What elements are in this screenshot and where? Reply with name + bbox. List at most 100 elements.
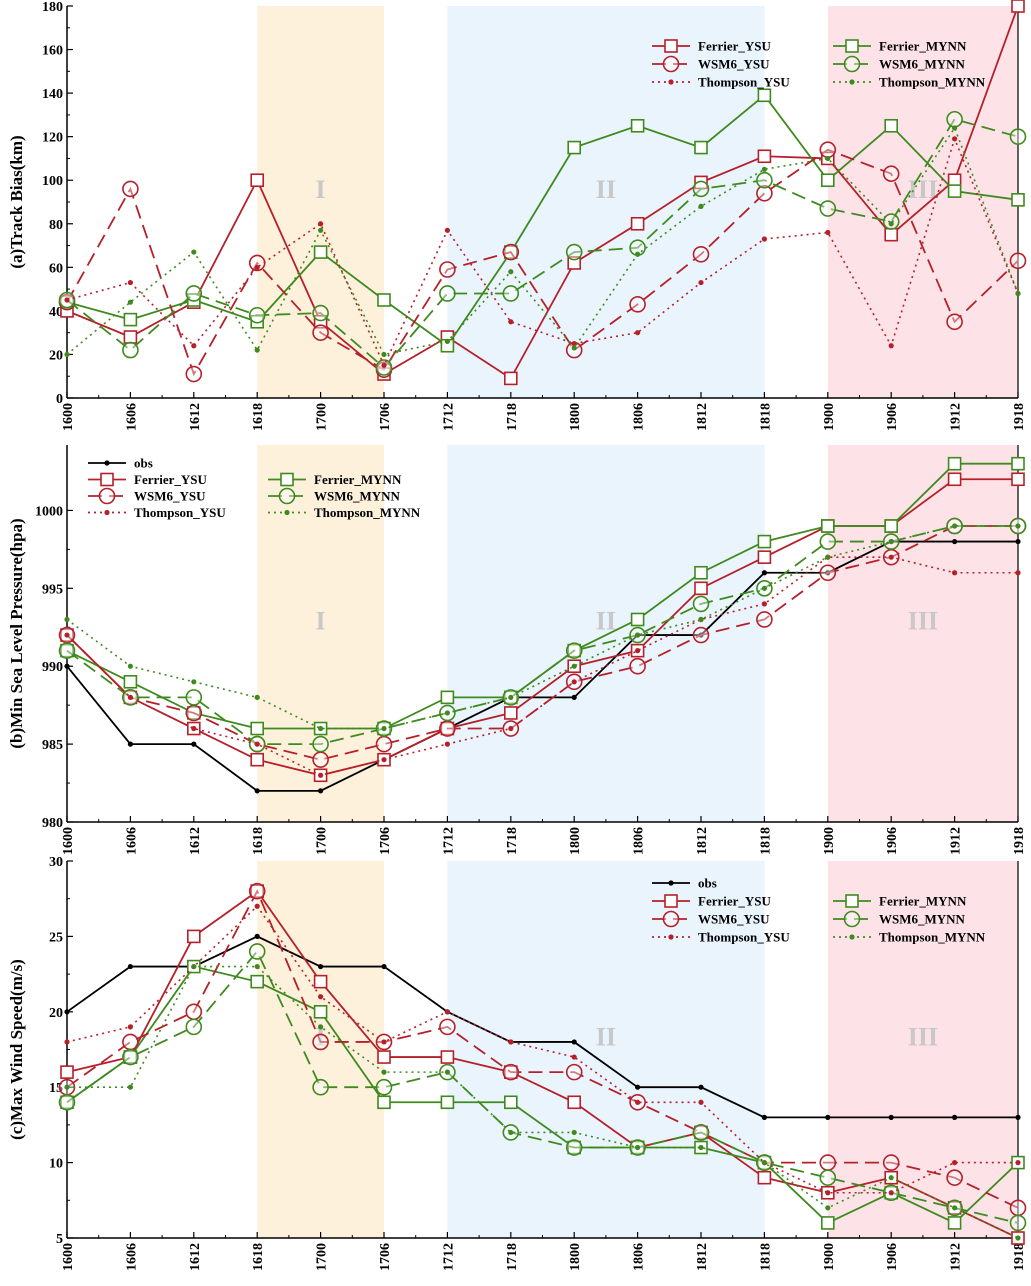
point-thompson-mynn — [1015, 523, 1021, 529]
point-thompson-ysu — [888, 343, 894, 349]
legend-label-thompson-ysu: Thompson_YSU — [698, 75, 790, 90]
legend-label-obs: obs — [698, 876, 717, 891]
point-wsm6-ysu — [502, 243, 520, 261]
legend-label-wsm6-ysu: WSM6_YSU — [134, 489, 206, 504]
y-tick-label: 100 — [42, 174, 63, 189]
point-wsm6-mynn — [312, 735, 329, 753]
point-ferrier-mynn — [820, 1216, 835, 1230]
x-tick-label: 1600 — [61, 403, 76, 431]
point-thompson-ysu — [381, 362, 387, 368]
x-tick-label: 1818 — [758, 827, 773, 855]
point-thompson-mynn — [698, 616, 704, 623]
x-tick-label: 1906 — [885, 403, 900, 431]
point-wsm6-mynn — [756, 171, 773, 189]
point-legend-thompson-mynn — [849, 79, 855, 85]
point-thompson-mynn — [444, 1069, 450, 1075]
point-ferrier-mynn — [947, 1216, 962, 1230]
series-line-wsm6-mynn — [66, 525, 1018, 746]
y-tick-label: 0 — [56, 392, 63, 407]
point-thompson-ysu — [254, 264, 260, 270]
point-thompson-mynn — [888, 221, 894, 227]
series-line-wsm6-mynn — [66, 118, 1019, 369]
point-thompson-ysu — [698, 279, 704, 286]
y-tick-label: 60 — [49, 261, 63, 276]
point-thompson-ysu — [191, 725, 197, 732]
point-thompson-mynn — [444, 710, 450, 716]
point-legend-thompson-mynn — [284, 509, 290, 516]
point-obs — [127, 741, 133, 747]
series-thompson-mynn — [64, 963, 1021, 1241]
point-wsm6-mynn — [122, 1048, 139, 1066]
point-thompson-ysu — [64, 1039, 70, 1045]
y-tick-label: 20 — [49, 1006, 63, 1021]
point-obs — [761, 570, 768, 576]
period-label-i: I — [316, 607, 326, 636]
point-ferrier-mynn — [884, 519, 899, 533]
y-tick-label: 120 — [42, 131, 63, 146]
point-ferrier-mynn — [377, 293, 391, 307]
point-ferrier-mynn — [250, 974, 264, 989]
point-wsm6-mynn — [248, 306, 266, 324]
series-ferrier-mynn — [60, 959, 1025, 1230]
point-legend-wsm6-mynn — [843, 55, 861, 73]
point-thompson-ysu — [381, 1039, 387, 1045]
point-thompson-mynn — [64, 351, 70, 358]
point-thompson-mynn — [761, 1160, 768, 1166]
point-thompson-mynn — [1015, 290, 1021, 297]
point-ferrier-mynn — [123, 312, 138, 327]
x-tick-label: 1712 — [441, 827, 456, 855]
point-wsm6-mynn — [565, 243, 583, 261]
x-tick-label: 1900 — [822, 403, 837, 431]
legend-label-ferrier-mynn: Ferrier_MYNN — [879, 894, 967, 909]
period-label-i: I — [316, 175, 326, 204]
legend-label-ferrier-mynn: Ferrier_MYNN — [879, 39, 967, 54]
point-ferrier-ysu — [567, 256, 582, 270]
series-line-wsm6-ysu — [66, 148, 1019, 377]
point-ferrier-ysu — [250, 173, 264, 188]
series-line-thompson-ysu — [66, 905, 1018, 1194]
series-line-ferrier-ysu — [66, 5, 1019, 380]
x-tick-label: 1712 — [441, 1243, 456, 1271]
point-ferrier-mynn — [820, 519, 835, 533]
point-wsm6-ysu — [439, 720, 456, 737]
point-obs — [888, 1114, 894, 1120]
y-tick-label: 985 — [42, 738, 63, 753]
point-ferrier-mynn — [694, 565, 708, 580]
point-thompson-ysu — [254, 903, 260, 909]
point-thompson-mynn — [381, 1069, 387, 1075]
point-obs — [1015, 1114, 1021, 1120]
point-ferrier-ysu — [567, 1095, 582, 1110]
point-thompson-mynn — [761, 166, 768, 172]
point-thompson-ysu — [952, 570, 958, 576]
point-legend-wsm6-ysu — [662, 55, 680, 73]
point-thompson-mynn — [825, 554, 831, 560]
point-thompson-mynn — [64, 1084, 70, 1090]
series-thompson-mynn — [64, 125, 1021, 358]
point-ferrier-mynn — [503, 1095, 518, 1110]
point-thompson-mynn — [635, 632, 641, 638]
point-wsm6-ysu — [439, 261, 456, 278]
point-thompson-ysu — [698, 1099, 704, 1105]
point-legend-ferrier-mynn — [280, 472, 294, 487]
y-tick-label: 40 — [49, 305, 63, 320]
point-wsm6-mynn — [819, 200, 837, 217]
point-thompson-ysu — [1015, 1160, 1021, 1166]
point-thompson-mynn — [127, 1084, 133, 1090]
point-thompson-mynn — [571, 1129, 577, 1136]
y-tick-label: 140 — [42, 87, 63, 102]
point-thompson-mynn — [571, 663, 577, 669]
period-band-i — [257, 445, 384, 822]
x-tick-label: 1706 — [378, 1243, 393, 1271]
point-wsm6-mynn — [375, 1078, 393, 1096]
x-tick-label: 1800 — [568, 827, 583, 855]
point-wsm6-ysu — [312, 1033, 329, 1051]
series-wsm6-mynn — [58, 110, 1027, 376]
x-tick-label: 1818 — [758, 403, 773, 431]
x-tick-label: 1806 — [632, 403, 647, 431]
legend-label-wsm6-ysu: WSM6_YSU — [698, 912, 770, 927]
period-label-iii: III — [908, 607, 938, 636]
point-thompson-mynn — [761, 585, 768, 591]
point-wsm6-mynn — [185, 285, 203, 302]
point-thompson-ysu — [444, 1009, 450, 1015]
